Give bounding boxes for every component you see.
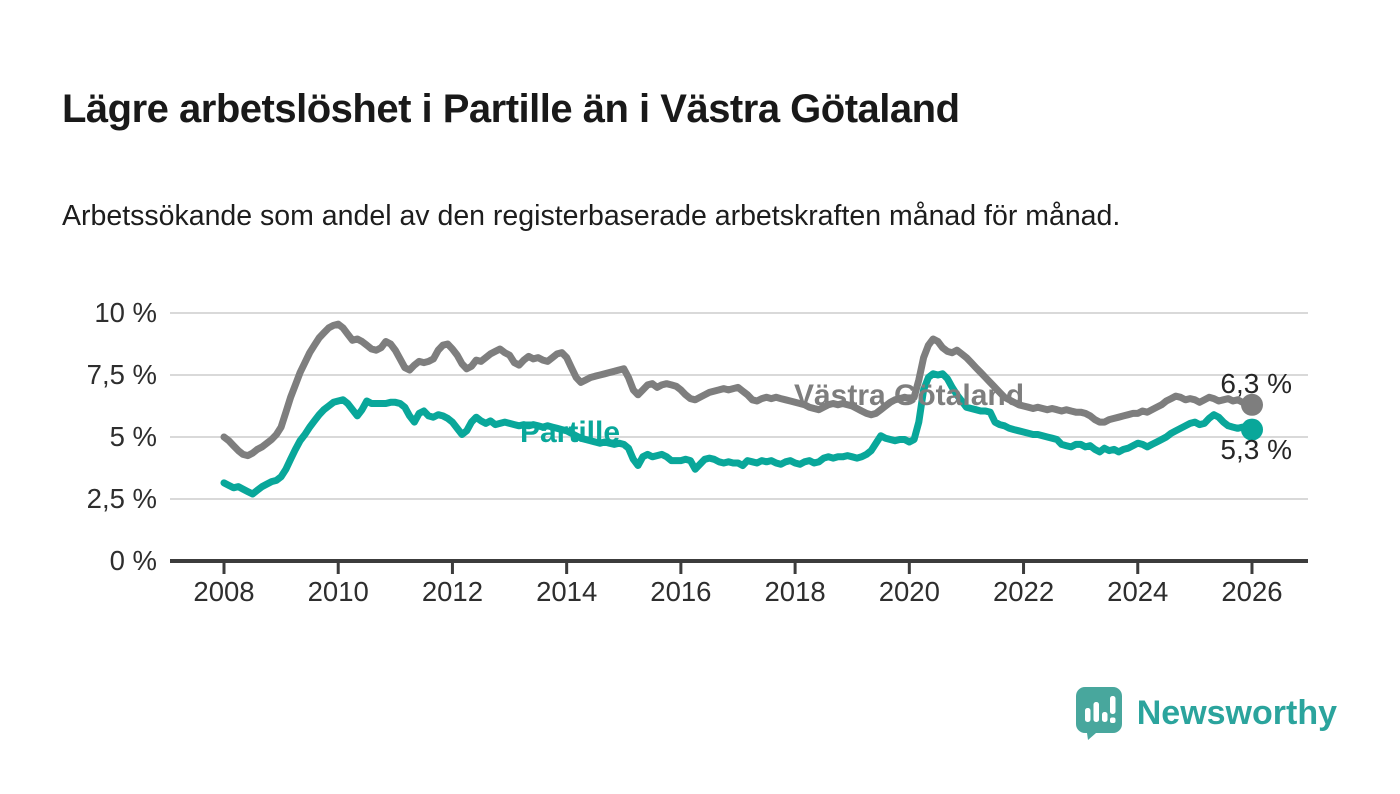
y-axis-tick-label: 10 % [94,297,157,328]
newsworthy-logo: Newsworthy [1075,686,1337,740]
brand-name: Newsworthy [1136,693,1337,732]
x-axis-tick-label: 2026 [1221,576,1283,607]
series-end-dot-0 [1241,393,1263,416]
x-axis-tick-label: 2024 [1107,576,1169,607]
end-value-label-vastra-gotaland: 6,3 % [1220,368,1292,399]
x-axis-tick-label: 2018 [764,576,826,607]
x-axis-tick-label: 2008 [193,576,255,607]
x-axis-tick-label: 2020 [878,576,940,607]
x-axis-tick-label: 2014 [536,576,598,607]
y-axis-tick-label: 5 % [109,421,157,452]
page-title: Lägre arbetslöshet i Partille än i Västr… [62,86,960,131]
x-axis-tick-label: 2010 [307,576,369,607]
series-label-partille: Partille [519,416,621,449]
x-axis-tick-label: 2022 [992,576,1055,607]
series-line-1 [220,370,1256,498]
y-axis-tick-label: 2,5 % [86,483,157,514]
series-label-vastra-gotaland: Västra Götaland [793,379,1025,412]
bar-chart-speech-bubble-icon [1075,686,1123,740]
series-end-dot-1 [1241,418,1263,441]
series-line-0 [220,320,1256,460]
x-axis-tick-label: 2012 [421,576,484,607]
y-axis-tick-label: 7,5 % [86,359,157,390]
x-axis-tick-label: 2016 [650,576,712,607]
end-value-label-partille: 5,3 % [1220,434,1292,465]
y-axis-tick-label: 0 % [109,545,157,576]
page-subtitle: Arbetssökande som andel av den registerb… [62,199,1121,232]
